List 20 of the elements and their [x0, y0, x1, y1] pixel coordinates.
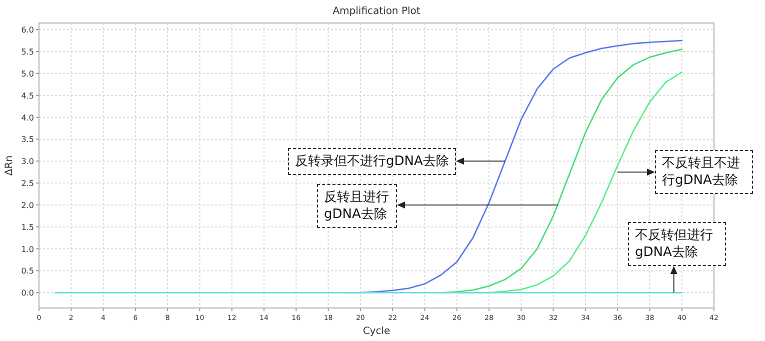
y-tick-label: 4.0	[21, 113, 34, 122]
annotation: 反转录但不进行gDNA去除	[288, 148, 456, 175]
x-axis-title: Cycle	[362, 326, 390, 337]
y-tick-label: 5.0	[21, 69, 34, 78]
y-tick-label: 4.5	[21, 91, 34, 100]
annotation: 不反转但进行gDNA去除	[628, 222, 726, 266]
y-tick-label: 1.5	[21, 222, 34, 232]
y-tick-label: 5.5	[21, 48, 34, 56]
y-tick-label: 0.0	[21, 288, 34, 298]
chart-title: Amplification Plot	[332, 6, 420, 17]
annotation: 反转且进行gDNA去除	[317, 184, 397, 228]
y-tick-label: 1.0	[21, 244, 34, 254]
y-tick-label: 2.5	[21, 179, 34, 188]
y-tick-label: 2.0	[21, 200, 34, 210]
annotation: 不反转且不进行gDNA去除	[655, 150, 753, 194]
y-tick-label: 0.5	[21, 266, 34, 276]
y-tick-label: 3.0	[21, 157, 34, 166]
y-tick-label: 6.0	[21, 26, 34, 35]
y-axis-title: ΔRn	[4, 155, 15, 176]
y-tick-label: 3.5	[21, 135, 34, 144]
